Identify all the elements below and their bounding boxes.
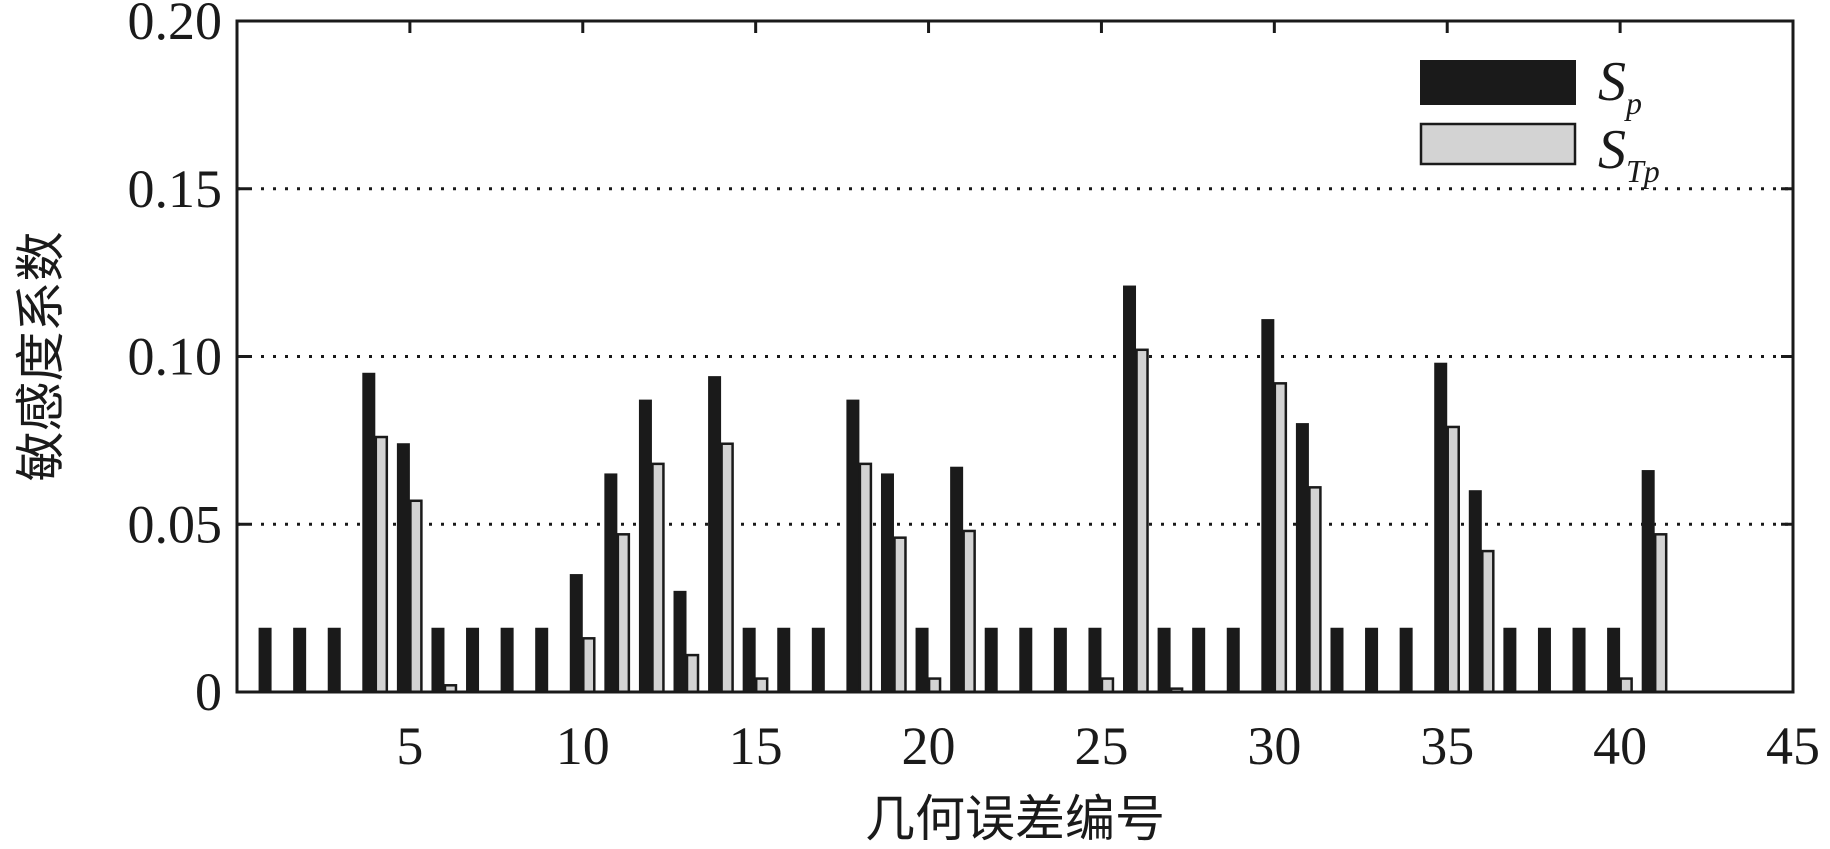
bar-sp-13 [673,590,687,693]
x-tick-label-25: 25 [1074,716,1128,776]
bar-sp-34 [1399,627,1413,693]
bar-sp-5 [396,443,410,693]
bar-sp-6 [431,627,445,693]
bar-sp-18 [846,399,860,693]
legend: Sp STp [1419,51,1660,189]
bar-sp-32 [1330,627,1344,693]
y-tick-label-2: 0.10 [128,327,223,387]
bar-sp-14 [708,376,722,693]
x-tick-label-15: 15 [729,716,783,776]
bar-stp-15 [754,677,769,694]
bar-sp-27 [1157,627,1171,693]
y-axis-title: 敏感度系数 [12,232,70,482]
bar-sp-38 [1537,627,1551,693]
bars [258,285,1668,694]
bar-sp-39 [1572,627,1586,693]
bar-sp-7 [466,627,480,693]
tick-labels: 5 10 15 20 25 30 35 40 45 0 0.05 0.10 0.15 0.20 [128,0,1821,776]
legend-label-sp-subscript: p [1624,85,1642,121]
bar-sp-8 [500,627,514,693]
bar-stp-35 [1446,425,1460,694]
y-tick-label-4: 0.20 [128,0,223,51]
bar-stp-36 [1481,549,1495,694]
bar-sp-40 [1607,627,1621,693]
bar-sp-17 [811,627,825,693]
ticks [237,19,1795,694]
x-tick-label-35: 35 [1420,716,1474,776]
x-tick-label-5: 5 [396,716,423,776]
bar-stp-14 [720,442,734,694]
bar-stp-11 [616,533,631,694]
bar-sp-3 [327,627,341,693]
bar-sp-9 [535,627,549,693]
x-tick-label-10: 10 [556,716,610,776]
legend-label-stp-subscript: Tp [1626,153,1660,189]
bar-stp-13 [685,653,700,694]
x-axis-title: 几何误差编号 [865,790,1165,848]
x-tick-label-45: 45 [1766,716,1820,776]
bar-stp-20 [927,677,942,694]
bar-sp-10 [569,574,583,693]
x-tick-label-30: 30 [1247,716,1301,776]
bar-sp-2 [293,627,307,693]
bar-sp-16 [777,627,791,693]
bar-sp-1 [258,627,272,693]
bar-sp-19 [880,473,894,693]
bar-sp-12 [638,399,652,693]
bar-sp-4 [362,372,376,693]
bar-stp-19 [893,536,907,694]
legend-label-stp-main: S [1598,119,1626,181]
legend-swatch-sp [1420,60,1576,105]
bar-stp-4 [374,435,389,694]
bar-sp-21 [950,466,964,693]
legend-label-sp: Sp [1598,51,1642,121]
bar-sp-20 [915,627,929,693]
bar-sp-31 [1295,423,1309,693]
bar-stp-25 [1100,677,1115,694]
bar-sp-30 [1261,319,1275,693]
y-tick-label-1: 0.05 [128,494,223,554]
bar-stp-21 [962,529,976,694]
bar-stp-5 [409,499,423,694]
y-tick-label-0: 0 [195,662,222,722]
bar-sp-37 [1503,627,1517,693]
bar-sp-35 [1434,362,1448,693]
y-tick-label-3: 0.15 [128,159,223,219]
gridlines [237,187,1793,526]
bar-stp-40 [1619,677,1633,694]
legend-swatch-stp [1419,122,1577,166]
bar-sp-29 [1226,627,1240,693]
x-tick-label-20: 20 [902,716,956,776]
bar-stp-18 [858,462,873,694]
x-tick-label-40: 40 [1593,716,1647,776]
bar-stp-31 [1308,486,1322,694]
bar-stp-26 [1135,348,1149,694]
bar-stp-30 [1273,382,1288,694]
bar-sp-15 [742,627,756,693]
bar-sp-11 [604,473,618,693]
bar-sp-24 [1053,627,1067,693]
bar-stp-12 [651,462,665,694]
bar-stp-10 [582,637,596,694]
bar-stp-41 [1653,533,1668,694]
bar-sp-22 [984,627,998,693]
bar-sp-36 [1468,490,1482,693]
bar-sp-26 [1123,285,1137,693]
bar-sp-28 [1192,627,1206,693]
bar-sp-41 [1641,470,1655,693]
bar-sp-25 [1088,627,1102,693]
legend-label-sp-main: S [1598,51,1626,113]
bar-sp-33 [1365,627,1379,693]
legend-label-stp: STp [1598,119,1660,189]
bar-sp-23 [1019,627,1033,693]
